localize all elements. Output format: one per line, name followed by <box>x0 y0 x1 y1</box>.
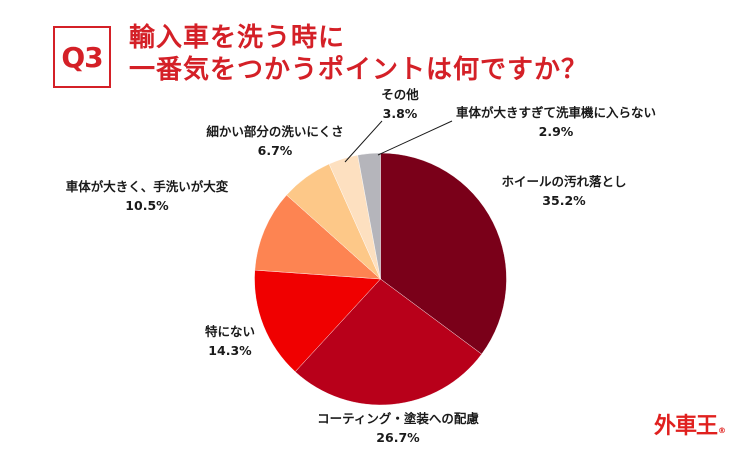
label-carwash-value: 2.9% <box>538 124 574 139</box>
title-line-2: 一番気をつかうポイントは何ですか？ <box>129 55 589 85</box>
label-detail-value: 6.7% <box>257 143 293 158</box>
label-none-value: 14.3% <box>208 343 252 358</box>
question-number: Q3 <box>61 40 103 74</box>
label-large-body: 車体が大きく、手洗いが大変 10.5% <box>66 177 229 215</box>
logo-text: 外車王 <box>654 414 718 439</box>
label-wheel: ホイールの汚れ落とし 35.2% <box>501 172 626 210</box>
label-other-name: その他 <box>381 87 419 102</box>
question-badge: Q3 <box>53 26 111 88</box>
pie-slice-carwash <box>357 152 381 280</box>
label-none: 特にない 14.3% <box>205 322 255 360</box>
pie-slices <box>254 152 507 406</box>
label-other-value: 3.8% <box>382 106 418 121</box>
label-wheel-value: 35.2% <box>542 193 586 208</box>
leader-line-other <box>344 120 383 163</box>
registered-mark: ® <box>718 426 726 435</box>
label-none-name: 特にない <box>204 324 256 339</box>
pie-slice-coating <box>294 278 482 406</box>
leader-line-carwash <box>377 120 453 156</box>
pie-slice-wheel <box>380 152 507 355</box>
label-carwash-name: 車体が大きすぎて洗車機に入らない <box>455 105 657 120</box>
label-detail: 細かい部分の洗いにくさ 6.7% <box>206 122 343 160</box>
label-wheel-name: ホイールの汚れ落とし <box>501 174 627 189</box>
title-line-1: 輸入車を洗う時に <box>129 23 346 53</box>
pie-slice-large-body <box>254 194 382 280</box>
label-coating-name: コーティング・塗装への配慮 <box>317 411 479 426</box>
label-carwash: 車体が大きすぎて洗車機に入らない 2.9% <box>456 103 656 141</box>
label-coating: コーティング・塗装への配慮 26.7% <box>317 409 479 447</box>
label-large-body-value: 10.5% <box>125 198 169 213</box>
label-detail-name: 細かい部分の洗いにくさ <box>206 124 344 139</box>
label-other: その他 3.8% <box>381 85 419 123</box>
pie-slice-none <box>254 269 381 373</box>
brand-logo: 外車王® <box>654 408 726 440</box>
label-coating-value: 26.7% <box>376 430 420 445</box>
label-large-body-name: 車体が大きく、手洗いが大変 <box>65 179 229 194</box>
page-title: 輸入車を洗う時に 一番気をつかうポイントは何ですか？ <box>129 22 588 86</box>
